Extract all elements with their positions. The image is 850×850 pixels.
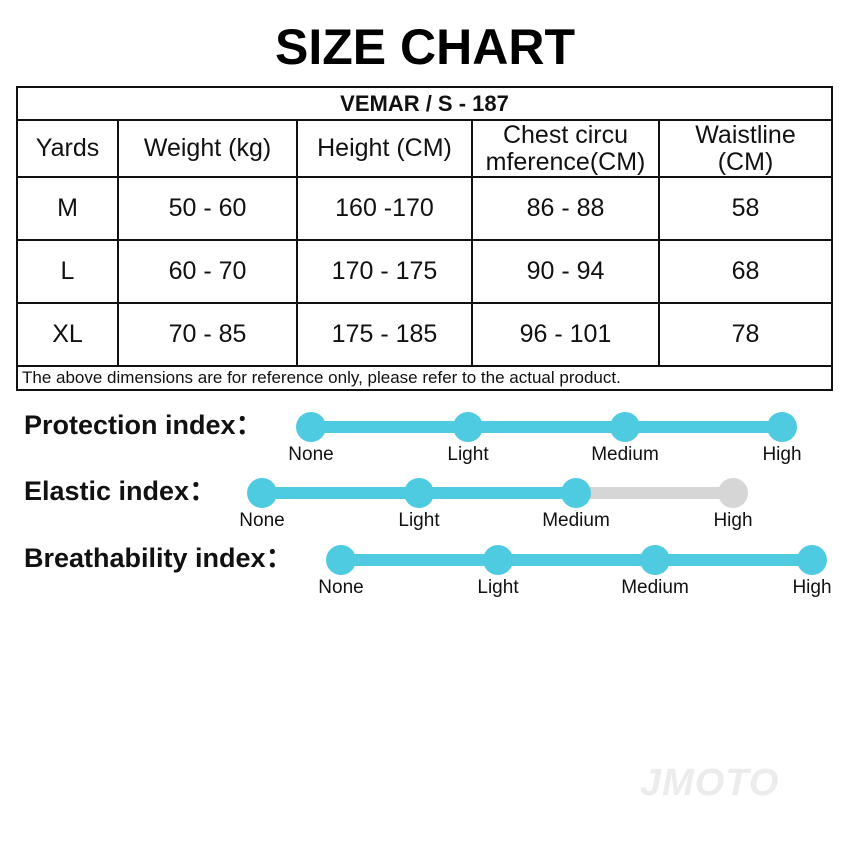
index-dot <box>247 478 277 508</box>
size-table: VEMAR / S - 187 Yards Weight (kg) Height (… <box>15 86 834 391</box>
index-dot <box>453 412 483 442</box>
index-dot <box>718 478 748 508</box>
table-row: L 60 - 70 170 - 175 90 - 94 68 <box>16 239 834 304</box>
title: SIZE CHART <box>275 19 575 75</box>
table-row: M 50 - 60 160 -170 86 - 88 58 <box>16 176 834 241</box>
column-header: Height (CM) <box>296 119 473 178</box>
table-cell: 86 - 88 <box>471 176 660 241</box>
index-dot <box>296 412 326 442</box>
index-level: Light <box>477 577 519 598</box>
index-dot <box>404 478 434 508</box>
table-caption: VEMAR / S - 187 <box>15 86 834 121</box>
table-cell: 96 - 101 <box>471 302 660 367</box>
column-header: Yards <box>16 119 119 178</box>
table-note: The above dimensions are for reference o… <box>15 365 834 391</box>
table-cell: XL <box>16 302 119 367</box>
table-cell: 78 <box>657 302 834 367</box>
table-cell: 170 - 175 <box>296 239 473 304</box>
table-cell: 175 - 185 <box>296 302 473 367</box>
index-dot <box>640 545 670 575</box>
table-cell: 160 -170 <box>296 176 473 241</box>
table-cell: L <box>16 239 119 304</box>
table-cell: 68 <box>657 239 834 304</box>
table-cell: 58 <box>657 176 834 241</box>
index-level: None <box>288 444 333 465</box>
table-cell: 90 - 94 <box>471 239 660 304</box>
logo: JMOTO <box>640 762 780 804</box>
index-level: High <box>792 577 831 598</box>
index-dot <box>610 412 640 442</box>
table-cell: M <box>16 176 119 241</box>
index-level: Medium <box>591 444 659 465</box>
index-dot <box>767 412 797 442</box>
table-row: XL 70 - 85 175 - 185 96 - 101 78 <box>16 302 834 367</box>
index-level: None <box>318 577 363 598</box>
index-dot <box>797 545 827 575</box>
index-level: High <box>713 510 752 531</box>
table-cell: 60 - 70 <box>117 239 298 304</box>
index-label: Elastic index： <box>24 476 216 506</box>
index-dot <box>561 478 591 508</box>
index-level: Medium <box>621 577 689 598</box>
index-level: None <box>239 510 284 531</box>
index-level: Medium <box>542 510 610 531</box>
table-cell: 50 - 60 <box>117 176 298 241</box>
index-dot <box>326 545 356 575</box>
column-header: Waistline (CM) <box>657 119 834 178</box>
index-dot <box>483 545 513 575</box>
table-cell: 70 - 85 <box>117 302 298 367</box>
index-level: Light <box>398 510 440 531</box>
index-level: High <box>762 444 801 465</box>
column-header: Chest circu mference(CM) <box>471 119 660 178</box>
index-label: Protection index： <box>24 410 263 440</box>
index-level: Light <box>447 444 489 465</box>
column-header: Weight (kg) <box>117 119 298 178</box>
index-label: Breathability index： <box>24 543 293 573</box>
